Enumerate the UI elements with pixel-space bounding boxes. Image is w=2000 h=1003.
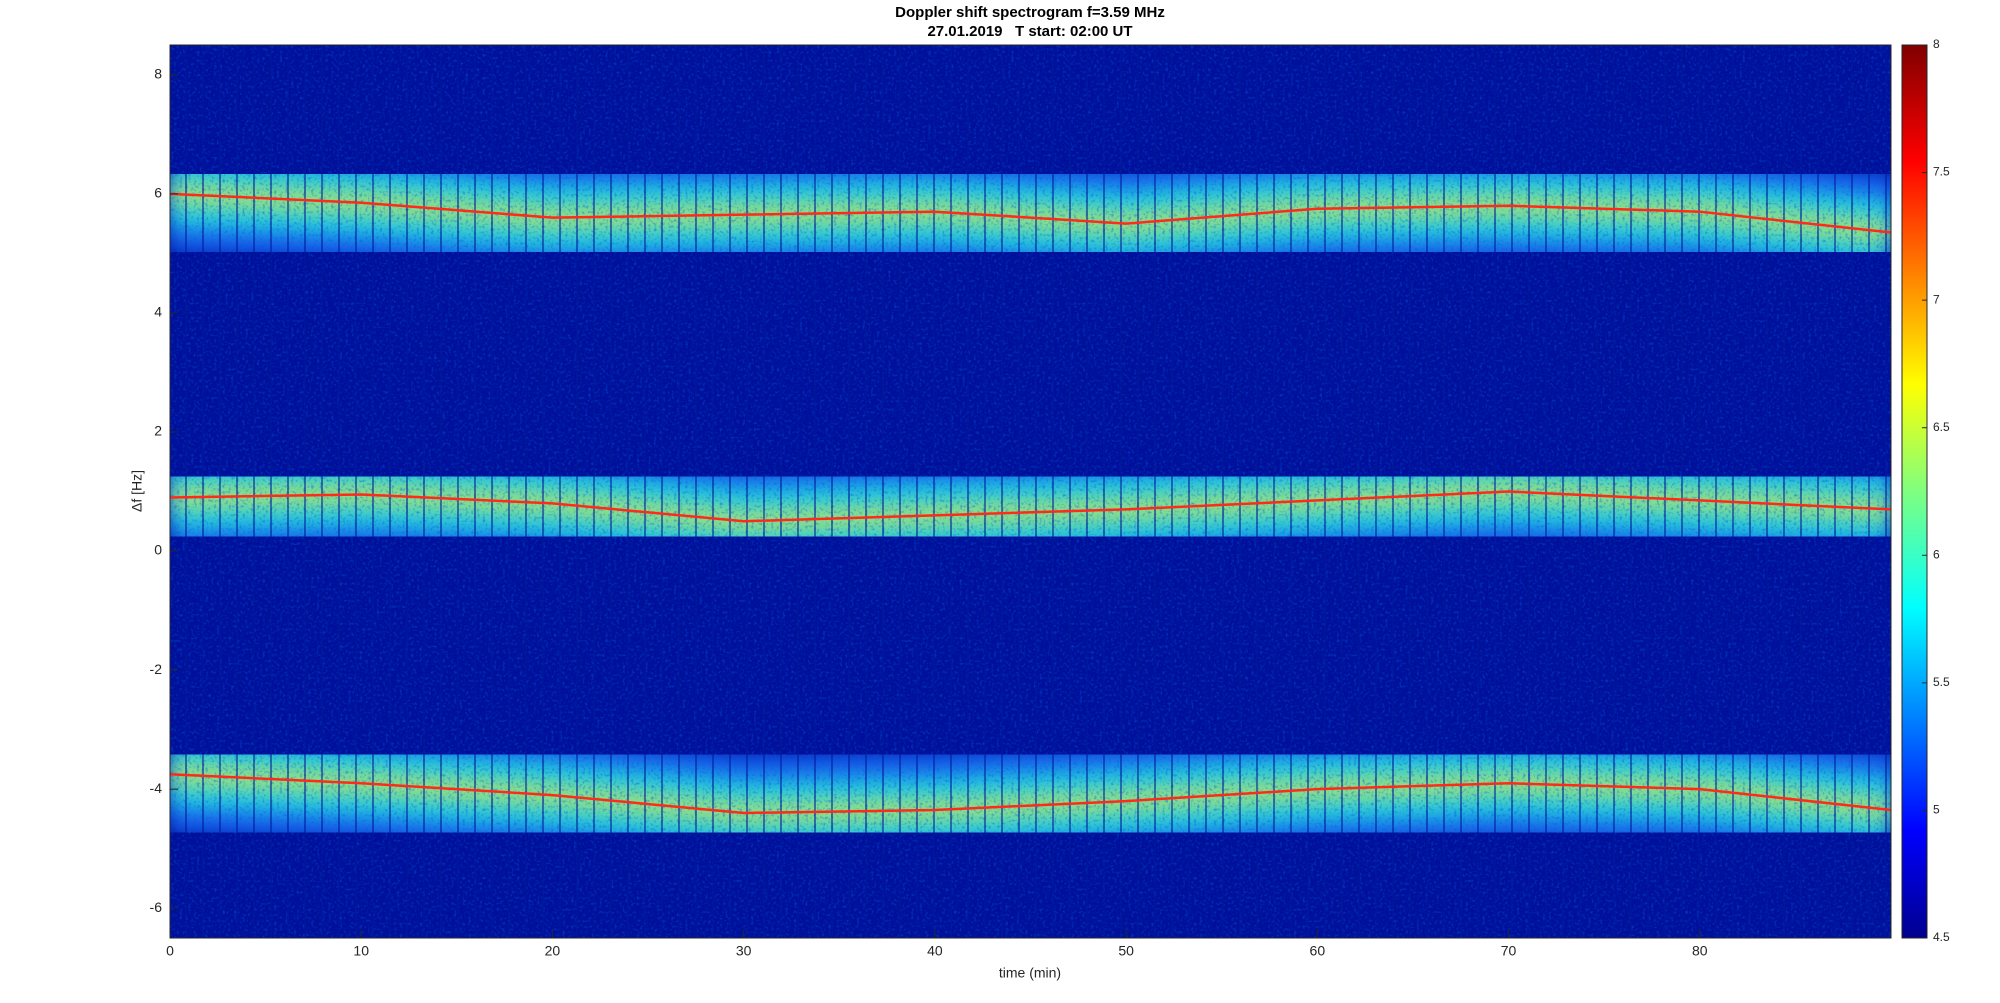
colorbar-tick-label: 7 — [1933, 292, 1940, 306]
colorbar — [1901, 44, 1928, 939]
x-tick-label: 0 — [166, 943, 174, 959]
x-tick-label: 80 — [1692, 943, 1708, 959]
ridge-line — [170, 192, 1891, 234]
ridge-line — [170, 490, 1891, 523]
plot-frame — [169, 44, 1892, 939]
x-tick-label: 70 — [1501, 943, 1517, 959]
colorbar-tick-label: 6.5 — [1933, 420, 1950, 434]
scan-stripes — [170, 45, 1891, 938]
y-tick-label: -6 — [150, 899, 163, 915]
y-tick-label: -4 — [150, 780, 163, 796]
x-axis-label: time (min) — [999, 965, 1061, 981]
y-tick-label: 6 — [154, 185, 162, 201]
y-tick-label: 2 — [154, 423, 162, 439]
y-tick-label: 0 — [154, 542, 162, 558]
chart-title: Doppler shift spectrogram f=3.59 MHz — [895, 4, 1165, 21]
x-tick-label: 20 — [545, 943, 561, 959]
x-tick-label: 60 — [1310, 943, 1326, 959]
x-tick-label: 40 — [927, 943, 943, 959]
colorbar-tick-label: 5.5 — [1933, 675, 1950, 689]
colorbar-tick-label: 7.5 — [1933, 165, 1950, 179]
y-axis-label: Δf [Hz] — [129, 470, 145, 512]
ridge-line — [170, 773, 1891, 815]
colorbar-tick-label: 4.5 — [1933, 930, 1950, 944]
x-tick-label: 30 — [736, 943, 752, 959]
colorbar-tick-label: 8 — [1933, 37, 1940, 51]
x-tick-label: 50 — [1118, 943, 1134, 959]
chart-subtitle: 27.01.2019 T start: 02:00 UT — [927, 23, 1132, 40]
plot-area — [170, 45, 1891, 938]
x-tick-label: 10 — [353, 943, 369, 959]
colorbar-tick-label: 5 — [1933, 803, 1940, 817]
y-tick-label: 4 — [154, 304, 162, 320]
y-tick-label: -2 — [150, 661, 163, 677]
y-tick-label: 8 — [154, 65, 162, 81]
colorbar-tick-label: 6 — [1933, 547, 1940, 561]
